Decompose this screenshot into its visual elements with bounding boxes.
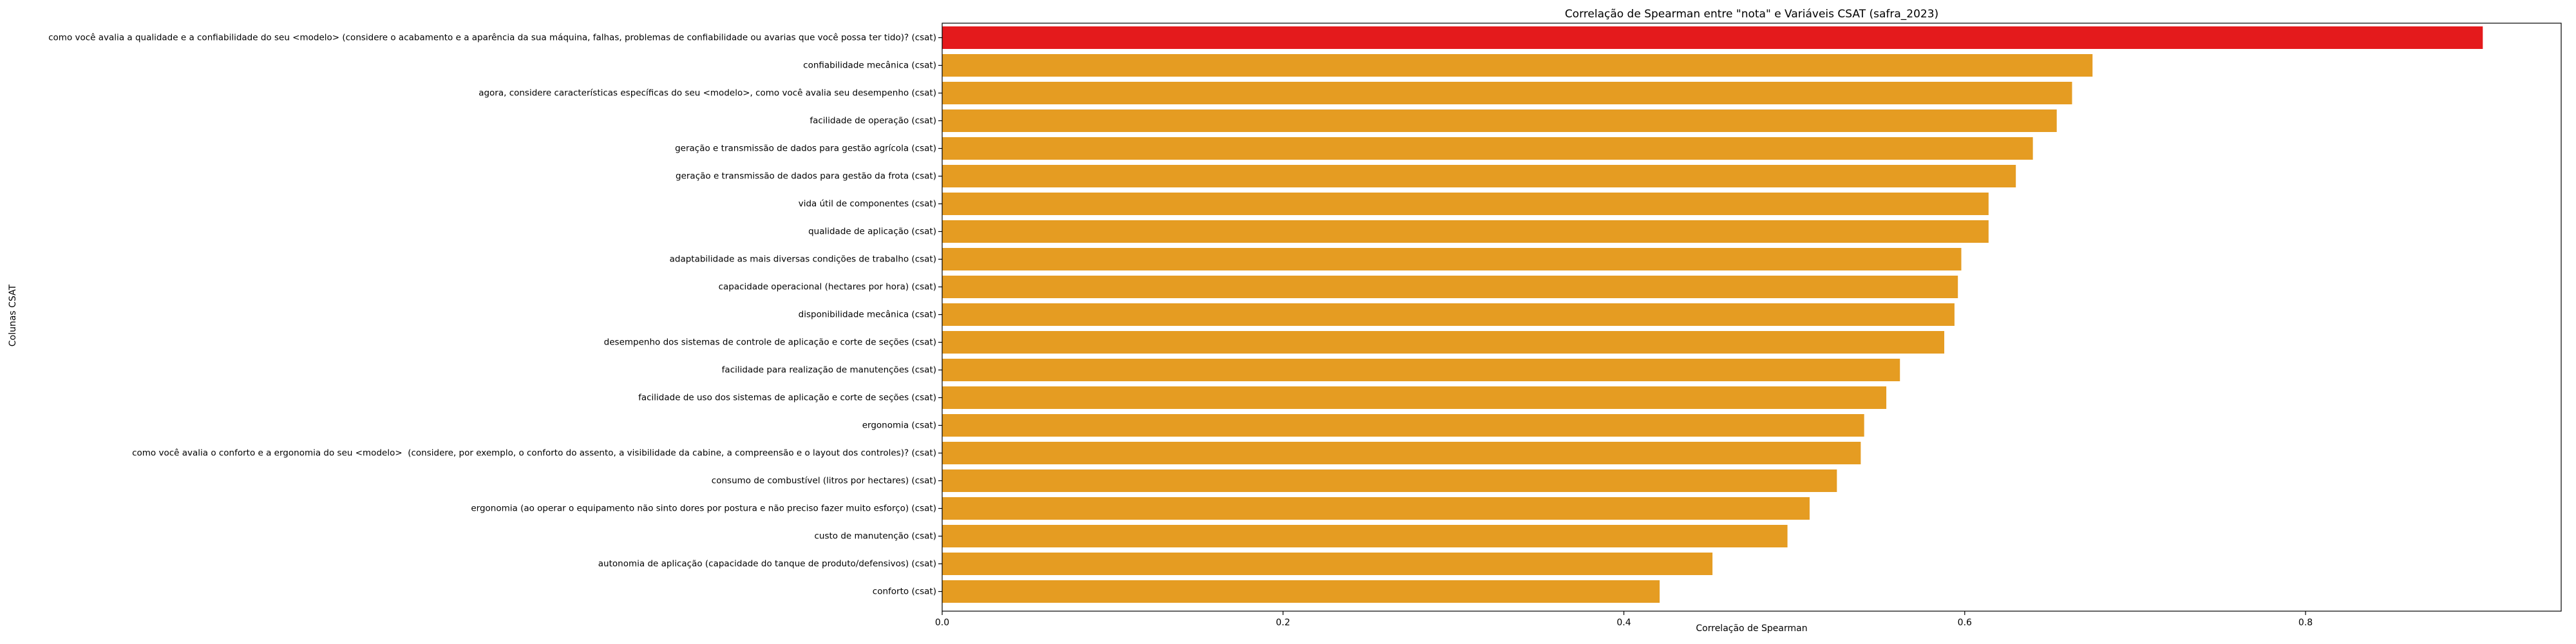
- bars-group: [942, 26, 2483, 603]
- y-tick-label: disponibilidade mecânica (csat): [799, 310, 936, 320]
- y-tick-label: conforto (csat): [873, 587, 936, 597]
- y-tick-label: qualidade de aplicação (csat): [808, 227, 936, 237]
- y-tick-label: geração e transmissão de dados para gest…: [675, 144, 936, 154]
- y-axis-label: Colunas CSAT: [8, 284, 18, 346]
- bar: [942, 165, 2016, 187]
- y-tick-label: ergonomia (ao operar o equipamento não s…: [471, 504, 936, 514]
- x-ticks-group: 0.0 0.2 0.4 0.6 0.8: [935, 611, 2313, 628]
- bar: [942, 331, 1945, 354]
- y-tick-label: desempenho dos sistemas de controle de a…: [604, 337, 936, 348]
- bar: [942, 137, 2033, 160]
- y-tick-label: como você avalia o conforto e a ergonomi…: [132, 448, 936, 459]
- bar: [942, 553, 1713, 575]
- x-tick-label: 0.4: [1616, 618, 1631, 628]
- y-tick-label: vida útil de componentes (csat): [799, 199, 936, 209]
- y-tick-label: agora, considere características específ…: [478, 88, 936, 99]
- y-tick-label: facilidade de operação (csat): [810, 116, 936, 126]
- y-tick-label: como você avalia a qualidade e a confiab…: [48, 33, 936, 43]
- y-tick-label: adaptabilidade as mais diversas condiçõe…: [670, 254, 936, 265]
- bar: [942, 248, 1962, 270]
- bar: [942, 54, 2093, 77]
- y-tick-label: facilidade para realização de manutençõe…: [722, 365, 936, 375]
- bar: [942, 193, 1989, 215]
- y-tick-label: autonomia de aplicação (capacidade do ta…: [598, 559, 936, 569]
- x-tick-label: 0.6: [1958, 618, 1972, 628]
- bar: [942, 303, 1955, 326]
- plot-frame: [942, 23, 2562, 612]
- bar: [942, 386, 1887, 409]
- bar: [942, 414, 1864, 437]
- y-tick-label: ergonomia (csat): [862, 421, 936, 431]
- x-tick-label: 0.2: [1276, 618, 1290, 628]
- y-tick-label: custo de manutenção (csat): [814, 531, 936, 542]
- bar: [942, 220, 1989, 243]
- y-tick-label: confiabilidade mecânica (csat): [803, 61, 936, 71]
- chart-title: Correlação de Spearman entre "nota" e Va…: [1565, 8, 1938, 21]
- bar: [942, 525, 1788, 547]
- x-tick-label: 0.0: [935, 618, 949, 628]
- y-tick-label: geração e transmissão de dados para gest…: [676, 171, 936, 182]
- x-axis-label: Correlação de Spearman: [1696, 623, 1807, 634]
- bar: [942, 82, 2072, 104]
- x-tick-label: 0.8: [2298, 618, 2313, 628]
- y-tick-label: consumo de combustível (litros por hecta…: [712, 476, 936, 486]
- bar: [942, 442, 1861, 464]
- bar: [942, 276, 1958, 298]
- bar: [942, 580, 1660, 603]
- bar: [942, 109, 2057, 132]
- bar: [942, 469, 1837, 492]
- bar: [942, 497, 1810, 520]
- y-tick-label: capacidade operacional (hectares por hor…: [719, 282, 936, 292]
- bar: [942, 26, 2483, 49]
- bar: [942, 359, 1900, 381]
- y-tick-label: facilidade de uso dos sistemas de aplica…: [638, 393, 936, 403]
- y-tick-labels-group: como você avalia a qualidade e a confiab…: [48, 33, 942, 597]
